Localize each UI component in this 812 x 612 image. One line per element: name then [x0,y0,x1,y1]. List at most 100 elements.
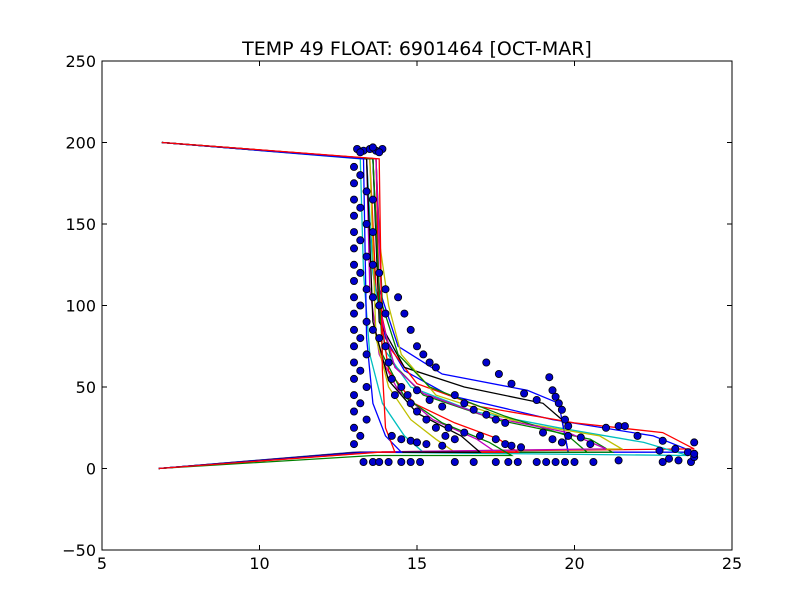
data-point [412,342,421,351]
data-point [368,325,377,334]
data-point [368,228,377,237]
data-point [349,195,358,204]
data-point [381,285,390,294]
data-point [548,435,557,444]
data-point [551,392,560,401]
y-tick-label: 0 [86,460,96,479]
x-tick-label: 15 [407,554,427,573]
data-point [425,358,434,367]
data-point [431,363,440,372]
data-point [349,342,358,351]
data-point [658,457,667,466]
data-point [406,399,415,408]
data-point [397,382,406,391]
data-point [349,407,358,416]
data-point [349,358,358,367]
data-point [381,309,390,318]
data-point [674,456,683,465]
data-point [362,317,371,326]
data-point [349,211,358,220]
data-point [469,457,478,466]
x-tick-label: 20 [564,554,584,573]
data-point [475,431,484,440]
data-point [539,428,548,437]
x-tick-label: 25 [722,554,742,573]
data-point [387,431,396,440]
data-point [425,395,434,404]
data-point [450,457,459,466]
data-point [557,405,566,414]
series-line-6 [158,141,457,470]
data-point [441,431,450,440]
data-point [368,143,377,152]
data-point [482,358,491,367]
data-point [349,423,358,432]
data-point [368,195,377,204]
data-point [416,457,425,466]
data-point [397,435,406,444]
data-point [412,386,421,395]
data-point [387,374,396,383]
data-point [412,407,421,416]
data-point [400,309,409,318]
data-point [491,435,500,444]
data-point [368,260,377,269]
data-point [375,268,384,277]
data-point [349,391,358,400]
data-point [513,457,522,466]
data-point [384,457,393,466]
data-point [349,244,358,253]
data-point [614,456,623,465]
data-point [356,236,365,245]
data-point [564,422,573,431]
data-point [482,410,491,419]
data-point [444,423,453,432]
data-point [422,440,431,449]
data-point [564,431,573,440]
y-tick-label: −50 [62,541,96,560]
data-point [576,433,585,442]
y-tick-label: 150 [65,215,96,234]
data-point [362,382,371,391]
data-point [561,457,570,466]
data-point [504,457,513,466]
data-point [362,415,371,424]
data-point [658,436,667,445]
data-point [507,441,516,450]
y-tick-label: 250 [65,52,96,71]
data-point [362,285,371,294]
series-line-13 [158,141,607,470]
data-point [690,449,699,458]
data-point [362,187,371,196]
data-point [450,391,459,400]
data-point [356,301,365,310]
data-point [422,415,431,424]
data-point [403,391,412,400]
chart-title: TEMP 49 FLOAT: 6901464 [OCT-MAR] [241,38,592,60]
y-tick-label: 100 [65,297,96,316]
data-point [532,395,541,404]
data-point [397,457,406,466]
data-point [356,148,365,157]
data-point [375,301,384,310]
series-line-17 [158,141,396,470]
data-point [554,399,563,408]
data-point [356,431,365,440]
data-point [362,350,371,359]
data-point [390,391,399,400]
data-point [349,293,358,302]
data-point [359,457,368,466]
data-point [586,440,595,449]
data-point [491,457,500,466]
data-point [406,457,415,466]
y-tick-label: 200 [65,134,96,153]
data-point [362,219,371,228]
data-point [375,457,384,466]
data-point [450,435,459,444]
data-point [349,325,358,334]
data-point [655,446,664,455]
y-tick-label: 50 [76,378,96,397]
data-point [438,441,447,450]
data-point [394,293,403,302]
data-point [356,171,365,180]
